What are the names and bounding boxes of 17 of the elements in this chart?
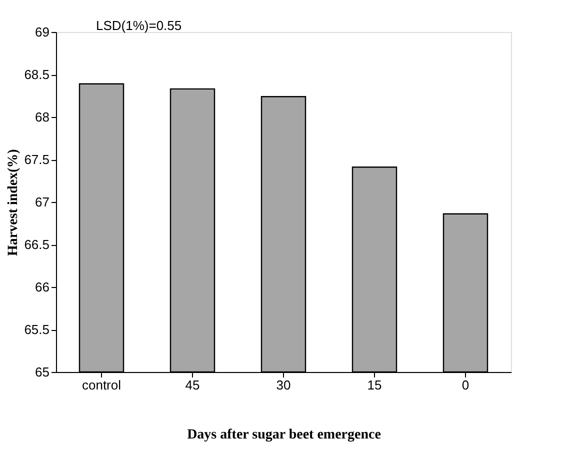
x-tick-label: control [82,378,122,392]
y-tick-label: 66.5 [24,237,50,252]
x-tick-label: 15 [367,378,382,392]
x-tick-label: 0 [462,378,470,392]
y-tick-label: 68 [35,110,50,124]
y-tick-label: 68.5 [24,67,50,82]
y-tick-label: 66 [35,280,50,294]
y-tick-label: 67.5 [24,152,50,167]
y-tick-label: 69 [35,24,50,40]
y-tick-label: 65.5 [24,322,50,337]
annotation: LSD(1%)=0.55 [96,18,182,33]
y-tick-label: 67 [35,194,50,210]
y-axis-title: Harvest index(%) [6,148,22,256]
x-axis-title: Days after sugar beet emergence [187,428,381,442]
x-tick-label: 30 [276,378,291,392]
x-tick-label: 45 [185,378,200,392]
y-tick-label: 65 [35,364,50,380]
